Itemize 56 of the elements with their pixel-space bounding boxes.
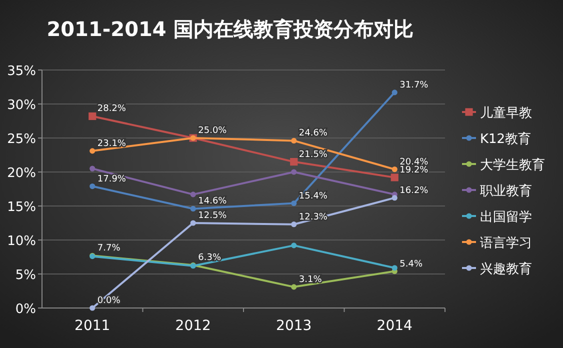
point [90, 183, 96, 190]
data-label: 3.1% [298, 274, 322, 285]
data-label: 19.2% [400, 165, 429, 176]
point [90, 148, 96, 154]
y-tick-label: 0% [15, 302, 36, 317]
y-tick-label: 10% [7, 234, 36, 249]
point [90, 166, 96, 172]
x-tick-label: 2013 [276, 318, 312, 334]
data-label: 25.0% [198, 126, 228, 136]
x-tick-label: 2011 [74, 318, 110, 334]
point [190, 220, 196, 226]
data-label: 17.9% [97, 174, 126, 184]
point [390, 174, 398, 182]
legend-label: 出国留学 [480, 210, 532, 225]
point [291, 242, 297, 248]
data-label: 15.4% [298, 191, 328, 202]
x-tick-label: 2014 [376, 318, 413, 334]
data-label: 5.4% [400, 259, 423, 270]
point [190, 192, 196, 198]
point [392, 166, 398, 172]
data-label: 12.5% [198, 211, 228, 221]
x-tick-label: 2012 [175, 318, 211, 334]
data-label: 31.7% [400, 80, 429, 90]
point [90, 305, 96, 311]
data-label: 21.5% [298, 150, 328, 160]
y-tick-label: 5% [15, 268, 36, 283]
y-tick-label: 25% [7, 132, 36, 147]
data-label: 7.7% [97, 244, 121, 254]
point [291, 200, 297, 206]
legend-label: 语言学习 [480, 235, 532, 251]
legend-label: K12教育 [480, 131, 532, 147]
point [88, 112, 96, 120]
data-label: 14.6% [198, 196, 228, 207]
point [291, 138, 297, 144]
point [392, 90, 398, 96]
y-tick-label: 30% [7, 98, 36, 113]
y-tick-label: 35% [7, 64, 36, 79]
point [190, 206, 196, 212]
data-label: 28.2% [97, 104, 126, 114]
legend-label: 大学生教育 [480, 157, 545, 173]
point [291, 222, 297, 228]
point [290, 158, 298, 166]
data-label: 24.6% [298, 128, 328, 139]
y-tick-label: 20% [7, 166, 36, 181]
point [291, 284, 297, 290]
data-label: 6.3% [198, 253, 222, 264]
legend-label: 儿童早教 [480, 105, 532, 121]
chart-title: 2011-2014 国内在线教育投资分布对比 [46, 17, 414, 41]
point [392, 195, 398, 201]
legend-label: 兴趣教育 [480, 261, 532, 277]
point [392, 265, 398, 271]
legend-label: 职业教育 [480, 183, 532, 199]
data-label: 23.1% [97, 138, 126, 149]
data-label: 16.2% [400, 186, 429, 196]
y-tick-label: 15% [7, 200, 36, 215]
point [291, 169, 297, 175]
